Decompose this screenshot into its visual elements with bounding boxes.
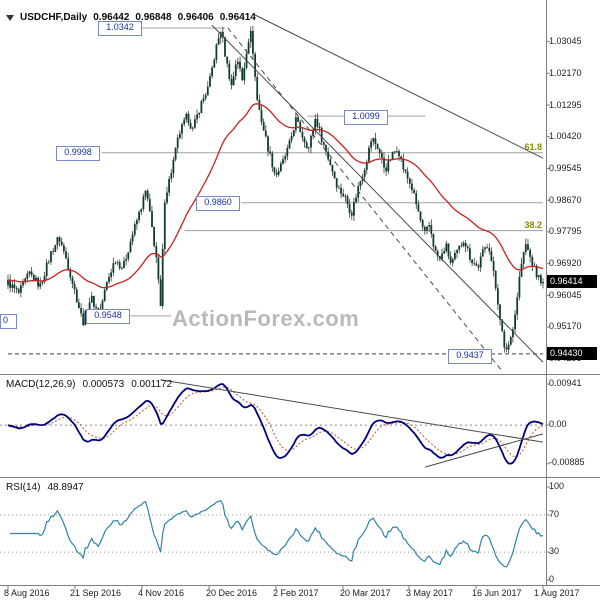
ohlc-open: 0.96442: [93, 12, 130, 23]
rsi-axis-tick: 100: [549, 481, 565, 491]
ohlc-close: 0.96414: [219, 12, 256, 23]
price-axis-tick: 1.03045: [549, 36, 582, 46]
level-box-clipped: 0: [0, 314, 17, 329]
ohlc-low: 0.96406: [177, 12, 214, 23]
fib-label-61-8: 61.8: [524, 142, 542, 152]
current-price-tag: 0.96414: [547, 275, 597, 288]
macd-axis-tick: 0.00941: [549, 378, 582, 388]
x-axis-label: 8 Aug 2016: [4, 588, 50, 598]
symbol-timeframe-label: USDCHF,Daily: [20, 12, 88, 23]
rsi-title: RSI(14): [6, 482, 41, 493]
macd-value: 0.000573: [82, 379, 125, 390]
fib-label-38-2: 38.2: [524, 220, 542, 230]
price-axis-tick: 0.95170: [549, 321, 582, 331]
macd-axis-tick: -0.00885: [549, 457, 585, 467]
level-box-0-9548: 0.9548: [86, 309, 130, 324]
rsi-panel-label: RSI(14) 48.8947: [6, 482, 84, 493]
x-axis-label: 2 Feb 2017: [273, 588, 319, 598]
support-price-tag: 0.94430: [547, 347, 597, 360]
level-box-1-0342: 1.0342: [98, 21, 142, 36]
price-axis-tick: 1.01295: [549, 100, 582, 110]
level-box-0-9998: 0.9998: [56, 146, 100, 161]
x-axis-label: 4 Nov 2016: [138, 588, 185, 598]
macd-signal-value: 0.001172: [131, 379, 173, 390]
price-axis-tick: 1.02170: [549, 68, 582, 78]
price-axis-tick: 0.98670: [549, 195, 582, 205]
x-axis-label: 20 Dec 2016: [206, 588, 258, 598]
rsi-value: 48.8947: [47, 482, 84, 493]
x-axis-label: 1 Aug 2017: [534, 588, 580, 598]
x-axis-label: 20 Mar 2017: [340, 588, 391, 598]
macd-title: MACD(12,26,9): [6, 379, 76, 390]
price-axis-tick: 0.96045: [549, 290, 582, 300]
chart-legend: USDCHF,Daily 0.96442 0.96848 0.96406 0.9…: [6, 12, 256, 23]
price-axis-tick: 0.97795: [549, 226, 582, 236]
x-axis-label: 21 Sep 2016: [70, 588, 122, 598]
watermark: ActionForex.com: [172, 306, 360, 331]
x-axis-label: 16 Jun 2017: [472, 588, 522, 598]
level-box-0-9437: 0.9437: [448, 349, 492, 364]
macd-panel-label: MACD(12,26,9) 0.000573 0.001172: [6, 379, 172, 390]
ohlc-high: 0.96848: [135, 12, 172, 23]
rsi-axis-tick: 0: [549, 574, 555, 584]
x-axis-label: 3 May 2017: [406, 588, 454, 598]
price-axis-tick: 0.99545: [549, 163, 582, 173]
price-axis-tick: 1.00420: [549, 131, 582, 141]
level-box-0-9860: 0.9860: [196, 196, 240, 211]
macd-axis-tick: 0.00: [549, 419, 567, 429]
symbol-triangle-icon: [6, 14, 14, 21]
rsi-axis-tick: 30: [549, 546, 560, 556]
price-axis-tick: 0.96920: [549, 258, 582, 268]
rsi-axis-tick: 70: [549, 509, 560, 519]
level-box-1-0099: 1.0099: [344, 110, 388, 125]
